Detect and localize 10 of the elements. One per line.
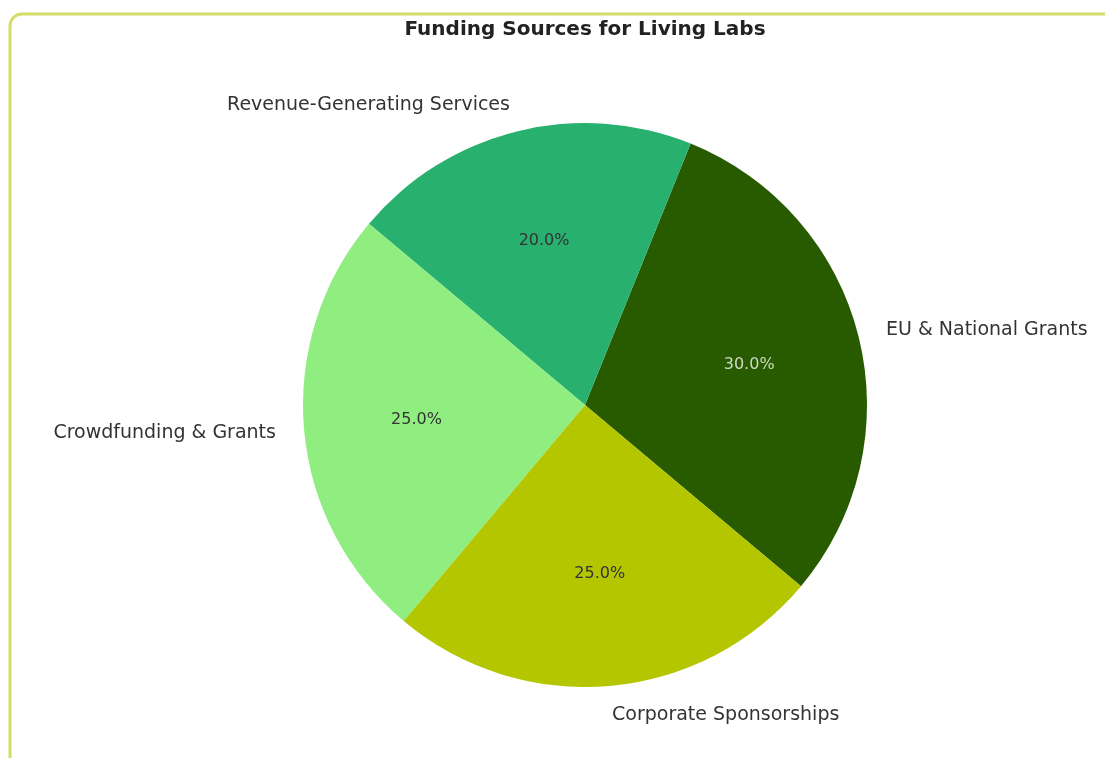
data-label: 30.0% bbox=[723, 353, 775, 373]
slice-label: EU & National Grants bbox=[885, 317, 1088, 340]
slice-label: Crowdfunding & Grants bbox=[53, 419, 276, 442]
pie-slice bbox=[368, 123, 691, 405]
data-label: 20.0% bbox=[518, 230, 570, 250]
slice-label: Revenue-Generating Services bbox=[227, 91, 510, 114]
data-label: 25.0% bbox=[391, 409, 442, 429]
slice-label: Corporate Sponsorships bbox=[612, 701, 840, 724]
chart-title: Funding Sources for Living Labs bbox=[404, 16, 766, 40]
data-label: 25.0% bbox=[574, 563, 626, 583]
